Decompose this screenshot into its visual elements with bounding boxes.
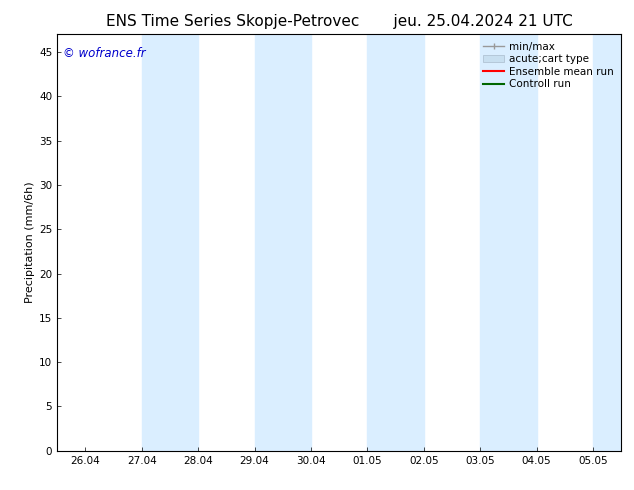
Bar (593, 34, 621, 451)
Bar (481, 34, 536, 451)
Legend: min/max, acute;cart type, Ensemble mean run, Controll run: min/max, acute;cart type, Ensemble mean … (481, 40, 616, 92)
Bar (255, 34, 311, 451)
Title: ENS Time Series Skopje-Petrovec       jeu. 25.04.2024 21 UTC: ENS Time Series Skopje-Petrovec jeu. 25.… (106, 14, 573, 29)
Bar (368, 34, 424, 451)
Y-axis label: Precipitation (mm/6h): Precipitation (mm/6h) (25, 182, 35, 303)
Bar (142, 34, 198, 451)
Text: © wofrance.fr: © wofrance.fr (63, 47, 145, 60)
